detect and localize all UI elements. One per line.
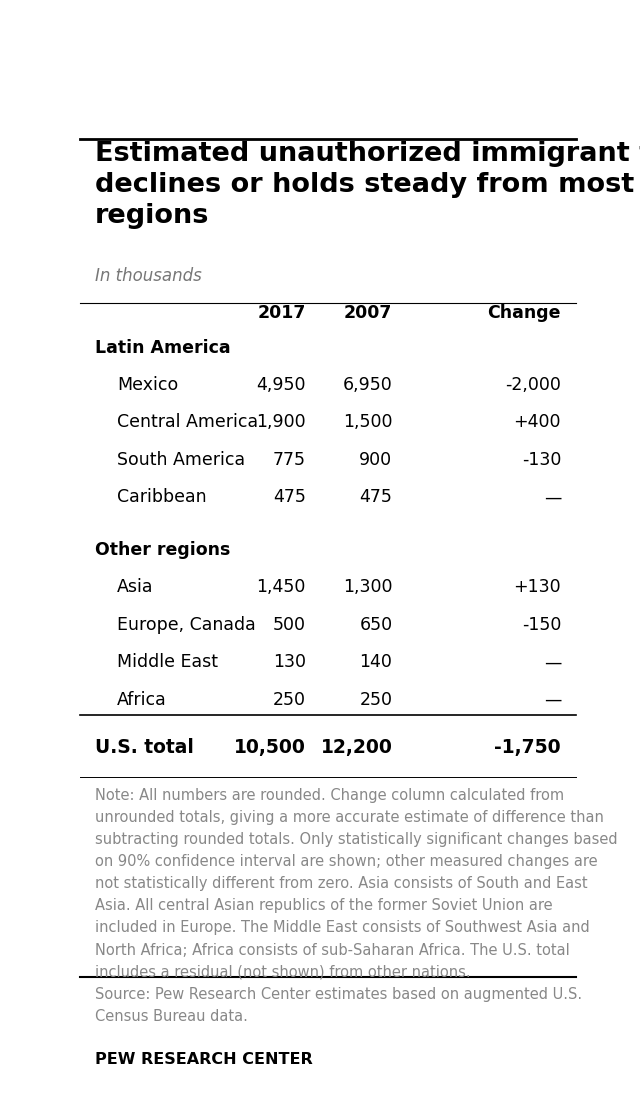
Text: Latin America: Latin America: [95, 338, 230, 357]
Text: 6,950: 6,950: [343, 376, 392, 394]
Text: Source: Pew Research Center estimates based on augmented U.S.: Source: Pew Research Center estimates ba…: [95, 987, 582, 1002]
Text: Note: All numbers are rounded. Change column calculated from: Note: All numbers are rounded. Change co…: [95, 788, 564, 802]
Text: Asia: Asia: [117, 578, 154, 597]
Text: 10,500: 10,500: [234, 738, 306, 757]
Text: 1,900: 1,900: [256, 413, 306, 431]
Text: 475: 475: [273, 488, 306, 506]
Text: included in Europe. The Middle East consists of Southwest Asia and: included in Europe. The Middle East cons…: [95, 920, 589, 936]
Text: In thousands: In thousands: [95, 267, 202, 285]
Text: 4,950: 4,950: [256, 376, 306, 394]
Text: not statistically different from zero. Asia consists of South and East: not statistically different from zero. A…: [95, 876, 588, 892]
Text: —: —: [544, 488, 561, 506]
Text: 130: 130: [273, 653, 306, 672]
Text: South America: South America: [117, 451, 245, 469]
Text: subtracting rounded totals. Only statistically significant changes based: subtracting rounded totals. Only statist…: [95, 832, 618, 848]
Text: includes a residual (not shown) from other nations.: includes a residual (not shown) from oth…: [95, 965, 470, 980]
Text: Estimated unauthorized immigrant total
declines or holds steady from most
region: Estimated unauthorized immigrant total d…: [95, 141, 640, 229]
Text: 2007: 2007: [344, 305, 392, 323]
Text: 250: 250: [273, 691, 306, 708]
Text: —: —: [544, 691, 561, 708]
Text: 475: 475: [360, 488, 392, 506]
Text: 650: 650: [359, 615, 392, 634]
Text: Census Bureau data.: Census Bureau data.: [95, 1009, 248, 1024]
Text: —: —: [544, 653, 561, 672]
Text: -2,000: -2,000: [505, 376, 561, 394]
Text: 1,450: 1,450: [256, 578, 306, 597]
Text: Change: Change: [488, 305, 561, 323]
Text: 2017: 2017: [257, 305, 306, 323]
Text: Europe, Canada: Europe, Canada: [117, 615, 256, 634]
Text: on 90% confidence interval are shown; other measured changes are: on 90% confidence interval are shown; ot…: [95, 854, 598, 870]
Text: 250: 250: [360, 691, 392, 708]
Text: Other regions: Other regions: [95, 541, 230, 559]
Text: U.S. total: U.S. total: [95, 738, 194, 757]
Text: 12,200: 12,200: [321, 738, 392, 757]
Text: +130: +130: [513, 578, 561, 597]
Text: North Africa; Africa consists of sub-Saharan Africa. The U.S. total: North Africa; Africa consists of sub-Sah…: [95, 943, 570, 958]
Text: PEW RESEARCH CENTER: PEW RESEARCH CENTER: [95, 1052, 312, 1067]
Text: 1,300: 1,300: [343, 578, 392, 597]
Text: -150: -150: [522, 615, 561, 634]
Text: Africa: Africa: [117, 691, 167, 708]
Text: -1,750: -1,750: [495, 738, 561, 757]
Text: 1,500: 1,500: [343, 413, 392, 431]
Text: Caribbean: Caribbean: [117, 488, 207, 506]
Text: -130: -130: [522, 451, 561, 469]
Text: Middle East: Middle East: [117, 653, 218, 672]
Text: Asia. All central Asian republics of the former Soviet Union are: Asia. All central Asian republics of the…: [95, 898, 552, 914]
Text: Mexico: Mexico: [117, 376, 179, 394]
Text: +400: +400: [514, 413, 561, 431]
Text: 500: 500: [273, 615, 306, 634]
Text: Central America: Central America: [117, 413, 259, 431]
Text: 775: 775: [273, 451, 306, 469]
Text: 900: 900: [359, 451, 392, 469]
Text: 140: 140: [360, 653, 392, 672]
Text: unrounded totals, giving a more accurate estimate of difference than: unrounded totals, giving a more accurate…: [95, 810, 604, 824]
